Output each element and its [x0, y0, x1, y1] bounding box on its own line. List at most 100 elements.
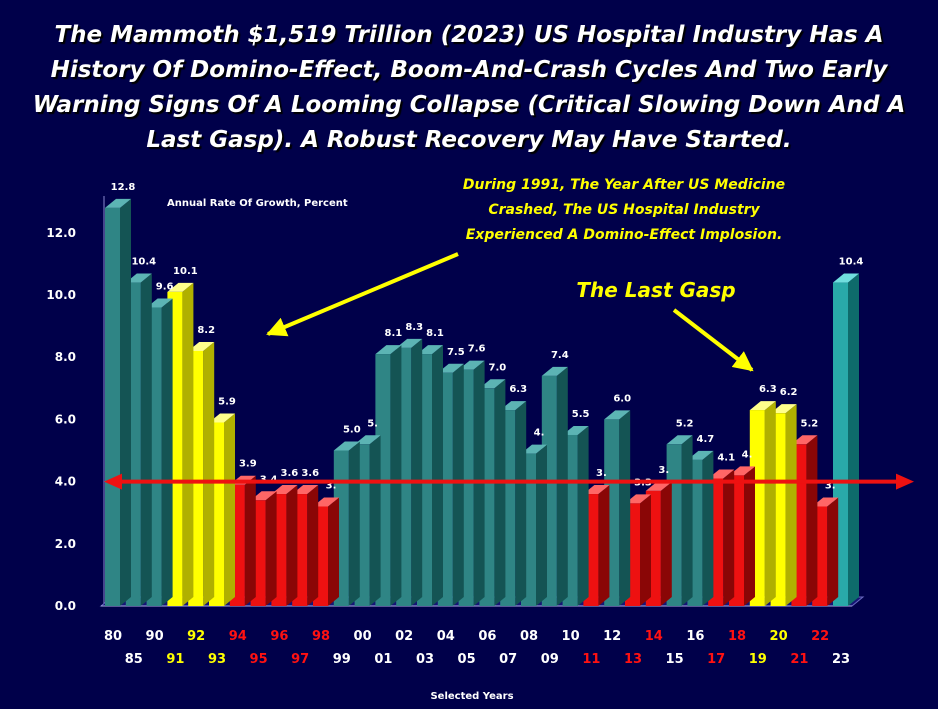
- bar-side-face: [702, 450, 714, 606]
- y-tick-label: 10.0: [46, 288, 76, 302]
- x-tick-label: 12: [603, 629, 621, 644]
- bar-side-face: [848, 273, 859, 606]
- bar-18: [729, 466, 755, 606]
- bar-side-face: [161, 298, 173, 606]
- bar-top-face: [209, 413, 235, 423]
- x-tick-label: 93: [208, 652, 226, 667]
- bar-side-face: [640, 494, 651, 606]
- bar-value-label: 10.1: [173, 266, 198, 277]
- bar-top-face: [354, 435, 381, 445]
- bar-value-label: 6.3: [509, 384, 527, 395]
- x-tick-label: 01: [374, 652, 392, 667]
- bar-value-label: 8.1: [385, 328, 403, 339]
- x-tick-label: 90: [146, 629, 164, 644]
- bar-top-face: [687, 450, 714, 460]
- bar-value-label: 7.4: [551, 350, 569, 361]
- bar-top-face: [708, 469, 735, 479]
- annotation-domino-line: Experienced A Domino-Effect Implosion.: [466, 227, 783, 243]
- bar-top-face: [437, 363, 464, 373]
- x-tick-label: 00: [354, 629, 372, 644]
- bar-top-face: [749, 401, 776, 411]
- bar-side-face: [348, 441, 360, 606]
- bar-value-label: 3.6: [301, 468, 319, 479]
- bar-value-label: 7.5: [447, 347, 465, 358]
- x-tick-labels: 8085909192939495969798990001020304050607…: [104, 629, 850, 667]
- annotation-last-gasp: The Last Gasp: [576, 278, 735, 302]
- annotation-domino-line: Crashed, The US Hospital Industry: [488, 202, 760, 218]
- x-tick-label: 05: [458, 652, 476, 667]
- x-tick-label: 07: [499, 652, 517, 667]
- x-axis-label: Selected Years: [430, 691, 513, 702]
- bar-value-label: 10.4: [839, 257, 864, 268]
- bar-value-label: 5.2: [676, 418, 694, 429]
- bar-side-face: [390, 345, 402, 606]
- bar-side-face: [224, 413, 235, 606]
- bar-top-face: [541, 366, 568, 376]
- bar-top-face: [458, 360, 485, 370]
- y-axis-label: Annual Rate Of Growth, Percent: [167, 198, 348, 209]
- bar-top-face: [313, 497, 339, 507]
- bar-value-label: 12.8: [111, 182, 136, 193]
- annotation-domino-line: During 1991, The Year After US Medicine: [463, 177, 785, 193]
- bar-top-face: [770, 404, 797, 414]
- bar-side-face: [806, 435, 818, 606]
- bar-value-label: 6.2: [780, 387, 798, 398]
- annotation-domino-arrow: [266, 252, 459, 337]
- x-tick-label: 98: [312, 629, 330, 644]
- bar-series: 12.810.49.610.18.25.93.93.43.63.63.5.05.…: [105, 182, 864, 607]
- bar-value-label: 3.: [658, 465, 669, 476]
- y-tick-label: 4.0: [55, 475, 76, 489]
- bar-top-face: [500, 401, 527, 411]
- x-tick-label: 10: [562, 629, 580, 644]
- bar-side-face: [182, 282, 194, 606]
- y-tick-label: 0.0: [55, 599, 76, 613]
- bar-value-label: 6.3: [759, 384, 777, 395]
- bar-side-face: [598, 485, 610, 606]
- bar-top-face: [729, 466, 755, 476]
- bar-side-face: [265, 491, 277, 606]
- bar-side-face: [494, 379, 506, 606]
- bar-value-label: 5.: [367, 418, 378, 429]
- x-tick-label: 06: [478, 629, 496, 644]
- bar-value-label: 7.6: [468, 344, 486, 355]
- x-tick-label: 13: [624, 652, 642, 667]
- chart-title: The Mammoth $1,519 Trillion (2023) US Ho…: [32, 22, 906, 153]
- x-tick-label: 02: [395, 629, 413, 644]
- x-tick-label: 20: [770, 629, 788, 644]
- bar-side-face: [660, 481, 672, 606]
- x-tick-label: 04: [437, 629, 455, 644]
- bar-value-label: 3.9: [239, 459, 257, 470]
- bar-top-face: [396, 338, 423, 348]
- bar-front-face: [105, 207, 120, 607]
- x-tick-label: 22: [811, 629, 829, 644]
- x-tick-label: 23: [832, 652, 850, 667]
- reference-arrow-right: [896, 473, 914, 490]
- bar-top-face: [188, 341, 215, 351]
- bar-side-face: [140, 273, 152, 606]
- bar-top-face: [125, 273, 152, 283]
- bar-value-label: 3.6: [281, 468, 299, 479]
- x-tick-label: 11: [582, 652, 600, 667]
- bar-top-face: [271, 485, 298, 495]
- bar-top-face: [250, 491, 277, 501]
- bar-side-face: [827, 497, 839, 606]
- bar-top-face: [146, 298, 173, 308]
- bar-value-label: 5.2: [801, 418, 819, 429]
- x-tick-label: 17: [707, 652, 725, 667]
- bar-top-face: [105, 198, 131, 208]
- bar-top-face: [604, 410, 631, 420]
- bar-side-face: [577, 425, 589, 606]
- bar-side-face: [452, 363, 464, 606]
- y-tick-label: 6.0: [55, 412, 76, 426]
- x-tick-label: 03: [416, 652, 434, 667]
- x-tick-label: 19: [749, 652, 767, 667]
- bar-top-face: [521, 444, 547, 454]
- x-tick-label: 21: [790, 652, 808, 667]
- x-tick-label: 80: [104, 629, 122, 644]
- x-tick-label: 09: [541, 652, 559, 667]
- bar-value-label: 6.0: [613, 393, 631, 404]
- bar-value-label: 3.: [326, 480, 337, 491]
- bar-top-face: [562, 425, 589, 435]
